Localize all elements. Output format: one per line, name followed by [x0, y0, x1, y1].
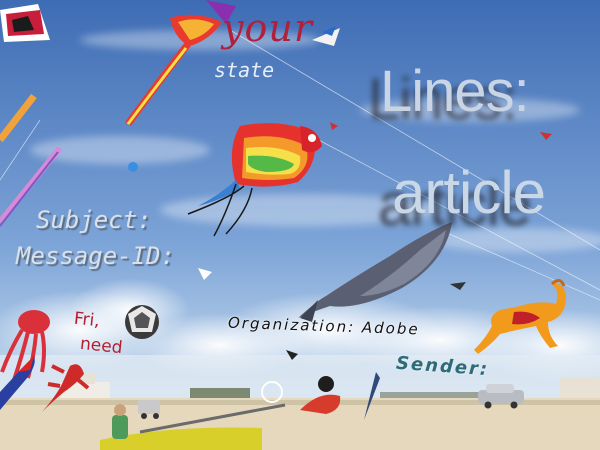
overlay-text-article: article	[392, 159, 546, 226]
small-kites	[128, 26, 552, 290]
parked-car	[478, 384, 524, 409]
gecko-kite-icon	[42, 364, 90, 412]
ground-kites	[261, 350, 380, 420]
dragon-kite-icon	[125, 0, 236, 127]
overlay-text-lines: Lines:	[380, 59, 530, 124]
overlay-text-subject: Subject:	[36, 206, 152, 234]
overlay-text-fri: Fri,	[73, 308, 101, 332]
streamer-kites	[0, 93, 63, 227]
overlay-text-your: your	[222, 6, 313, 50]
person	[112, 404, 128, 439]
ball-kite-icon	[125, 305, 159, 339]
overlay-text-message-id: Message-ID:	[16, 242, 175, 270]
whale-kite-icon	[298, 222, 452, 322]
beach-sand	[0, 398, 600, 450]
kite-strings	[0, 29, 600, 301]
rainbow-kite-icon	[187, 123, 322, 237]
overlay-text-state: state	[214, 58, 275, 82]
flag-kite-icon	[0, 4, 50, 42]
truck	[138, 400, 160, 419]
overlay-text-need: need	[79, 333, 124, 359]
horse-kite-icon	[474, 279, 566, 354]
fish-kite-icon	[0, 356, 35, 410]
yellow-boat	[100, 403, 286, 450]
